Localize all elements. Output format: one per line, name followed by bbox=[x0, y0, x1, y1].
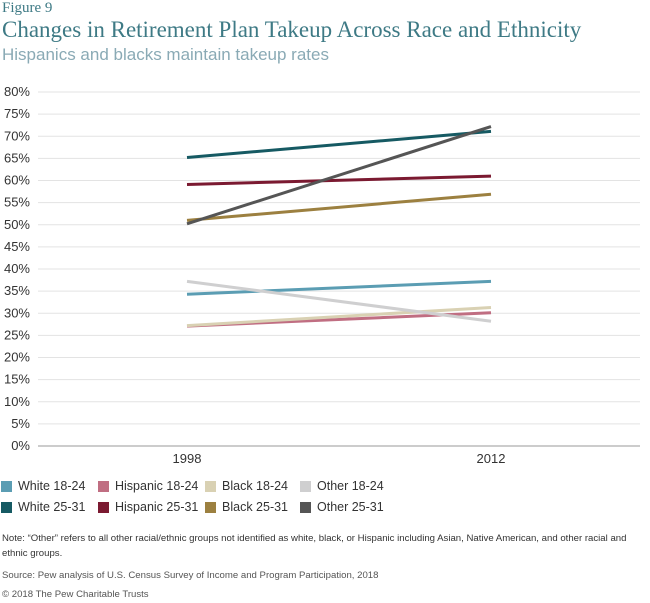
copyright: © 2018 The Pew Charitable Trusts bbox=[2, 589, 149, 600]
legend-item-white-25-31: White 25-31 bbox=[1, 500, 85, 514]
figure-label: Figure 9 bbox=[2, 0, 53, 16]
legend-swatch bbox=[205, 480, 216, 492]
legend-label: Hispanic 25-31 bbox=[115, 500, 199, 514]
series-line-hispanic-25-31 bbox=[186, 174, 492, 186]
x-tick-label: 2012 bbox=[477, 451, 506, 466]
legend-label: Black 25-31 bbox=[222, 500, 289, 514]
legend-row-1: White 18-24 Hispanic 18-24 Black 18-24 O… bbox=[0, 479, 650, 500]
legend-label: White 25-31 bbox=[18, 500, 86, 514]
y-tick-label: 25% bbox=[4, 327, 30, 342]
y-tick-label: 5% bbox=[11, 416, 30, 431]
y-tick-label: 35% bbox=[4, 283, 30, 298]
legend-label: Black 18-24 bbox=[222, 479, 289, 493]
y-tick-label: 30% bbox=[4, 305, 30, 320]
y-tick-label: 0% bbox=[11, 438, 30, 453]
y-tick-label: 40% bbox=[4, 261, 30, 276]
legend-item-hispanic-18-24: Hispanic 18-24 bbox=[98, 479, 198, 493]
y-tick-label: 75% bbox=[4, 106, 30, 121]
legend-item-black-18-24: Black 18-24 bbox=[205, 479, 288, 493]
legend-item-other-25-31: Other 25-31 bbox=[300, 500, 384, 514]
series-line-white-18-24 bbox=[186, 279, 492, 296]
y-tick-label: 60% bbox=[4, 173, 30, 188]
y-tick-label: 65% bbox=[4, 150, 30, 165]
chart-legend: White 18-24 Hispanic 18-24 Black 18-24 O… bbox=[0, 479, 650, 521]
legend-swatch bbox=[205, 501, 216, 513]
line-chart: 0% 5% 10% 15% 20% 25% 30% 35% 40% 45% 50% 55% 60% 65%… bbox=[4, 84, 640, 466]
legend-label: White 18-24 bbox=[18, 479, 86, 493]
y-tick-label: 15% bbox=[4, 372, 30, 387]
series-line-other-18-24 bbox=[186, 279, 492, 323]
chart-note: Note: “Other” refers to all other racial… bbox=[2, 533, 627, 559]
chart-subtitle: Hispanics and blacks maintain takeup rat… bbox=[2, 45, 329, 64]
y-tick-label: 55% bbox=[4, 195, 30, 210]
x-tick-label: 1998 bbox=[173, 451, 202, 466]
legend-item-hispanic-25-31: Hispanic 25-31 bbox=[98, 500, 198, 514]
series-line-other-25-31 bbox=[186, 125, 492, 226]
series-line-black-18-24 bbox=[186, 306, 492, 328]
legend-swatch bbox=[300, 501, 311, 513]
legend-label: Other 25-31 bbox=[317, 500, 384, 514]
legend-label: Other 18-24 bbox=[317, 479, 384, 493]
y-tick-label: 45% bbox=[4, 239, 30, 254]
chart-title: Changes in Retirement Plan Takeup Across… bbox=[2, 17, 582, 42]
legend-item-other-18-24: Other 18-24 bbox=[300, 479, 384, 493]
y-tick-label: 20% bbox=[4, 350, 30, 365]
chart-source: Source: Pew analysis of U.S. Census Surv… bbox=[2, 570, 379, 581]
y-tick-label: 10% bbox=[4, 394, 30, 409]
legend-item-black-25-31: Black 25-31 bbox=[205, 500, 288, 514]
legend-swatch bbox=[98, 480, 109, 492]
legend-swatch bbox=[1, 501, 12, 513]
legend-swatch bbox=[1, 480, 12, 492]
y-tick-label: 80% bbox=[4, 84, 30, 99]
legend-swatch bbox=[98, 501, 109, 513]
legend-item-white-18-24: White 18-24 bbox=[1, 479, 85, 493]
legend-row-2: White 25-31 Hispanic 25-31 Black 25-31 O… bbox=[0, 500, 650, 521]
series-line-black-25-31 bbox=[186, 192, 492, 222]
legend-swatch bbox=[300, 480, 311, 492]
series-line-white-25-31 bbox=[186, 129, 492, 159]
y-tick-label: 70% bbox=[4, 128, 30, 143]
legend-label: Hispanic 18-24 bbox=[115, 479, 199, 493]
y-tick-label: 50% bbox=[4, 217, 30, 232]
